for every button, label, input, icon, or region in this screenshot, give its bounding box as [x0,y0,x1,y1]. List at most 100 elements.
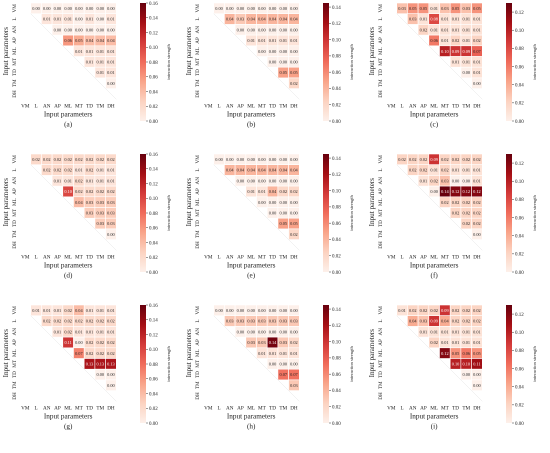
colorbar [140,3,146,121]
cell-value-label: 0.04 [96,38,104,43]
y-tick-label: VM [195,155,201,164]
panel-label: (g) [64,422,73,430]
x-tick-label: DH [473,254,481,260]
x-tick-label: MT [258,405,267,411]
y-tick-label: AP [378,339,384,346]
cell-value-label: 0.00 [290,361,298,366]
x-tick-label: TD [86,254,93,260]
cell-value-label: 0.00 [258,6,266,11]
cell-value-label: 0.00 [96,27,104,32]
colorbar-tick-label: 0.02 [332,255,341,260]
y-axis-label: Input parameters [2,27,10,76]
cell-value-label: 0.03 [441,178,449,183]
panel-label: (d) [64,271,73,279]
cell-value-label: 0.00 [258,49,266,54]
cell-value-label: 0.02 [290,81,298,86]
x-tick-label: L [217,254,220,260]
cell-value-label: 0.03 [420,319,428,324]
colorbar-tick-label: 0.08 [149,212,158,217]
cell-value-label: 0.04 [258,17,266,22]
cell-value-label: 0.02 [96,157,104,162]
cell-value-label: 0.01 [462,38,470,43]
cell-value-label: 0.02 [452,319,460,324]
x-tick-label: AP [237,103,244,109]
cell-value-label: 0.01 [473,70,481,75]
y-axis-label: Input parameters [185,178,193,227]
cell-value-label: 0.01 [54,329,62,334]
cell-value-label: 0.01 [258,189,266,194]
cell-value-label: 0.00 [54,27,62,32]
cell-value-label: 0.02 [452,210,460,215]
diagonal-line [213,315,300,402]
x-tick-label: TD [269,103,276,109]
x-tick-label: TD [86,405,93,411]
cell-value-label: 0.00 [54,6,62,11]
y-tick-label: TD [378,220,384,227]
cell-value-label: 0.03 [237,319,245,324]
cell-value-label: 0.02 [452,308,460,313]
cell-value-label: 0.01 [473,27,481,32]
cell-value-label: 0.00 [473,81,481,86]
cell-value-label: 0.01 [462,27,470,32]
colorbar-tick-label: 0.04 [332,238,341,243]
cell-value-label: 0.01 [420,178,428,183]
cell-value-label: 0.02 [86,319,94,324]
cell-value-label: 0.02 [462,200,470,205]
y-tick-label: AP [378,37,384,44]
x-axis-label: Input parameters [227,110,276,118]
cell-value-label: 0.00 [237,178,245,183]
colorbar-tick-label: 0.10 [332,189,341,194]
y-tick-label: MT [195,359,201,368]
cell-value-label: 0.02 [420,168,428,173]
cell-value-label: 0.04 [86,38,94,43]
x-tick-label: TD [452,103,459,109]
x-tick-label: ML [430,405,438,411]
x-tick-label: ML [247,405,255,411]
cell-value-label: 0.01 [86,49,94,54]
cell-value-label: 0.01 [430,168,438,173]
cell-value-label: 0.00 [258,157,266,162]
colorbar-tick-label: 0.04 [332,87,341,92]
cell-value-label: 0.01 [43,308,51,313]
x-tick-label: TD [452,254,459,260]
cell-value-label: 0.03 [462,6,470,11]
cell-value-label: 0.00 [64,27,72,32]
cell-value-label: 0.02 [107,157,115,162]
cell-value-label: 0.00 [75,6,83,11]
cell-value-label: 0.02 [86,340,94,345]
colorbar-tick-label: 0.06 [332,222,341,227]
cell-value-label: 0.02 [452,157,460,162]
cell-value-label: 0.02 [86,157,94,162]
x-tick-label: AP [54,254,61,260]
cell-value-label: 0.03 [226,319,234,324]
cell-value-label: 0.04 [237,168,245,173]
colorbar-tick-label: 0.12 [515,162,524,167]
panel-label: (h) [247,422,256,430]
x-tick-label: TM [462,254,470,260]
panel-label: (i) [431,422,438,430]
x-axis-label: Input parameters [410,412,459,420]
x-axis-label: Input parameters [44,261,93,269]
cell-value-label: 0.07 [290,372,298,377]
cell-value-label: 0.02 [409,308,417,313]
cell-value-label: 0.05 [290,221,298,226]
cell-value-label: 0.01 [279,38,287,43]
x-axis-label: Input parameters [410,110,459,118]
cell-value-label: 0.01 [247,189,255,194]
cell-value-label: 0.00 [96,17,104,22]
cell-value-label: 0.01 [473,329,481,334]
x-tick-label: DH [473,103,481,109]
y-tick-label: AN [195,177,201,185]
x-tick-label: MT [75,405,84,411]
cell-value-label: 0.04 [441,319,449,324]
cell-value-label: 0.10 [441,49,449,54]
cell-value-label: 0.07 [473,49,481,54]
cell-value-label: 0.00 [279,308,287,313]
colorbar-tick-label: 0.02 [149,256,158,261]
cell-value-label: 0.03 [86,210,94,215]
diagonal-line [213,164,300,251]
colorbar-tick-label: 0.04 [149,241,158,246]
cell-value-label: 0.04 [75,200,83,205]
colorbar-tick-label: 0.10 [149,348,158,353]
cell-value-label: 0.01 [96,49,104,54]
